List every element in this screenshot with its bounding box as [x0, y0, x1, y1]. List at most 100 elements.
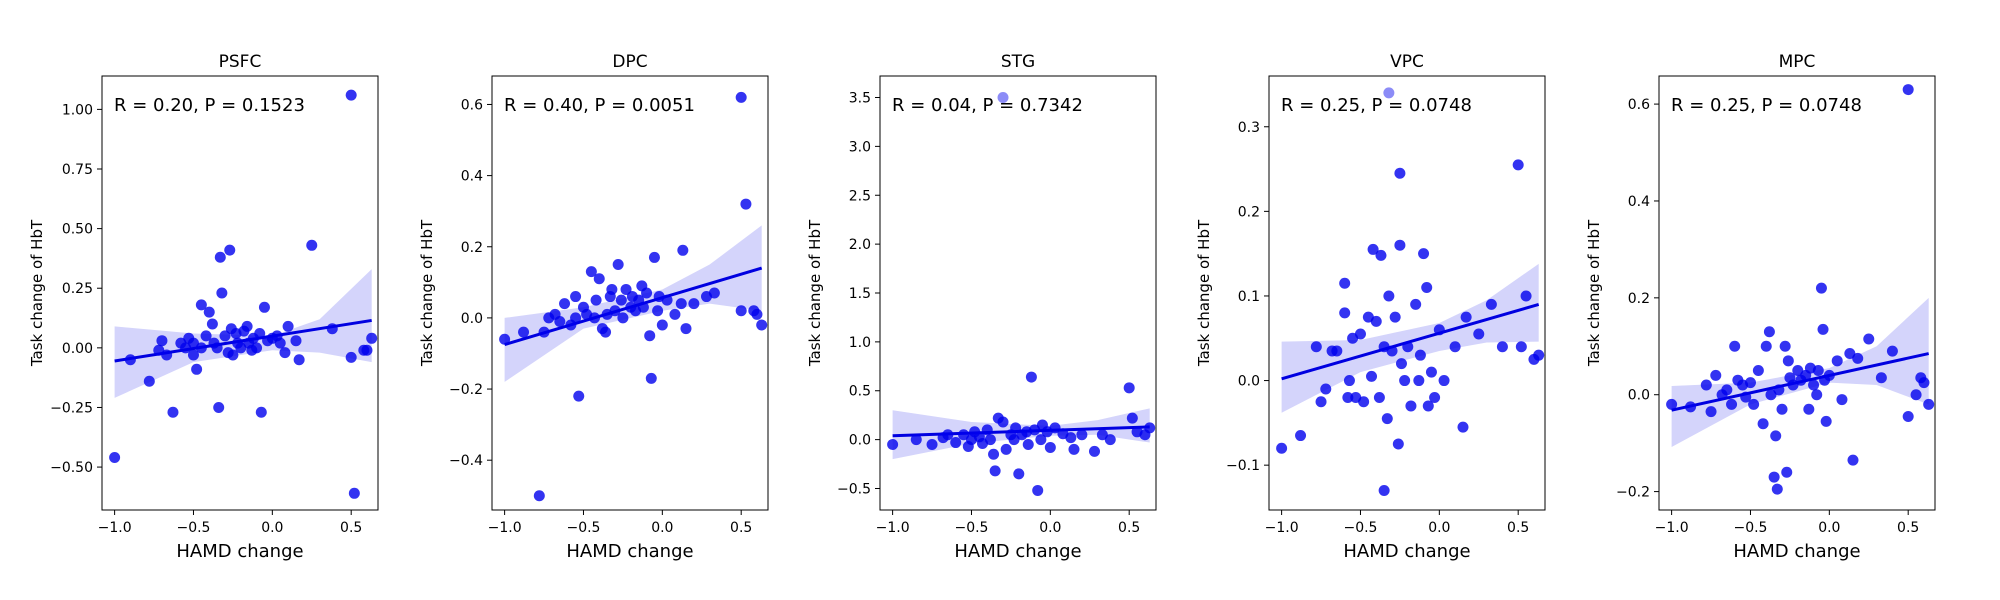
data-point: [1770, 430, 1782, 442]
data-point: [1771, 483, 1783, 495]
data-point: [366, 332, 378, 344]
data-point: [644, 330, 656, 342]
x-tick-label: −1.0: [98, 520, 132, 536]
data-point: [1394, 167, 1406, 179]
data-point: [167, 406, 179, 418]
chart-title: PSFC: [219, 52, 262, 72]
data-point: [1044, 441, 1056, 453]
data-point: [1425, 366, 1437, 378]
x-tick-label: 0.0: [1428, 520, 1450, 536]
data-point: [306, 239, 318, 251]
data-point: [590, 294, 602, 306]
data-point: [1836, 394, 1848, 406]
y-tick-label: 0.75: [62, 162, 93, 178]
x-tick-label: −0.5: [176, 520, 210, 536]
data-point: [612, 259, 624, 271]
data-point: [187, 337, 199, 349]
x-axis-label: HAMD change: [1343, 541, 1470, 562]
data-point: [1399, 375, 1411, 387]
data-point: [533, 490, 545, 502]
data-point: [345, 351, 357, 363]
y-tick-label: 3.0: [849, 139, 871, 155]
data-point: [1729, 340, 1741, 352]
data-point: [1413, 375, 1425, 387]
data-point: [1438, 375, 1450, 387]
data-point: [559, 298, 571, 310]
stats-annotation: R = 0.40, P = 0.0051: [504, 95, 695, 116]
data-point: [641, 287, 653, 299]
data-point: [950, 437, 962, 449]
data-point: [195, 342, 207, 354]
data-point: [1000, 443, 1012, 455]
y-tick-label: 1.00: [62, 102, 93, 118]
data-point: [1366, 370, 1378, 382]
data-point: [143, 375, 155, 387]
y-tick-label: 0.0: [849, 433, 871, 449]
chart-stg: −1.0 −0.5 0.0 0.5 −0.5 0.0 0.5 1.0 1.5 2.0 2.5 3.0 3…: [806, 52, 1157, 562]
data-point: [1295, 430, 1307, 442]
x-tick-label: −0.5: [1733, 520, 1767, 536]
data-point: [573, 390, 585, 402]
y-tick-label: 0.50: [62, 222, 93, 238]
data-point: [620, 283, 632, 295]
data-point: [255, 406, 267, 418]
data-point: [1367, 243, 1379, 255]
data-point: [279, 347, 291, 359]
x-axis-label: HAMD change: [566, 541, 693, 562]
data-point: [926, 439, 938, 451]
plot-area: [109, 89, 378, 499]
chart-mpc: −1.0 −0.5 0.0 0.5 −0.2 0.0 0.2 0.4 0.6 MPC R = 0.2…: [1585, 52, 1936, 562]
data-point: [1383, 87, 1395, 99]
data-point: [1817, 323, 1829, 335]
y-axis-label: Task change of HbT: [1195, 219, 1213, 367]
data-point: [1088, 445, 1100, 457]
chart-title: VPC: [1390, 52, 1424, 72]
data-point: [1392, 438, 1404, 450]
y-axis-label: Task change of HbT: [1585, 219, 1603, 367]
data-point: [1811, 389, 1823, 401]
data-point: [1457, 421, 1469, 433]
data-point: [887, 439, 899, 451]
data-point: [1779, 340, 1791, 352]
data-point: [1096, 429, 1108, 441]
data-point: [1721, 384, 1733, 396]
data-point: [361, 344, 373, 356]
data-point: [593, 273, 605, 285]
y-tick-label: −0.5: [837, 481, 871, 497]
data-point: [648, 251, 660, 263]
axes-frame: [101, 75, 379, 511]
data-point: [1414, 349, 1426, 361]
data-point: [1781, 466, 1793, 478]
data-point: [1008, 434, 1020, 446]
data-point: [1418, 248, 1430, 260]
y-tick-label: 0.4: [461, 169, 483, 185]
data-point: [1449, 341, 1461, 353]
x-tick-label: 0.5: [1507, 520, 1529, 536]
data-point: [1370, 315, 1382, 327]
data-point: [203, 306, 215, 318]
stats-annotation: R = 0.25, P = 0.0748: [1281, 95, 1472, 116]
data-point: [282, 320, 294, 332]
data-point: [1520, 290, 1532, 302]
data-point: [258, 301, 270, 313]
data-point: [1144, 422, 1156, 434]
data-point: [740, 198, 752, 210]
data-point: [254, 328, 266, 340]
data-point: [1339, 307, 1351, 319]
x-axis-label: HAMD change: [954, 541, 1081, 562]
confidence-band: [1281, 263, 1539, 413]
data-point: [554, 315, 566, 327]
data-point: [1815, 282, 1827, 294]
chart-vpc: −1.0 −0.5 0.0 0.5 −0.1 0.0 0.1 0.2 0.3 VPC R = 0.2…: [1195, 52, 1546, 562]
data-point: [1844, 348, 1856, 360]
axes-frame: [1268, 75, 1546, 511]
data-point: [1515, 341, 1527, 353]
data-point: [1394, 239, 1406, 251]
data-point: [180, 342, 192, 354]
data-point: [1422, 400, 1434, 412]
data-point: [735, 305, 747, 317]
data-point: [1863, 333, 1875, 345]
data-point: [538, 326, 550, 338]
y-tick-label: −0.2: [449, 382, 483, 398]
data-point: [1823, 369, 1835, 381]
